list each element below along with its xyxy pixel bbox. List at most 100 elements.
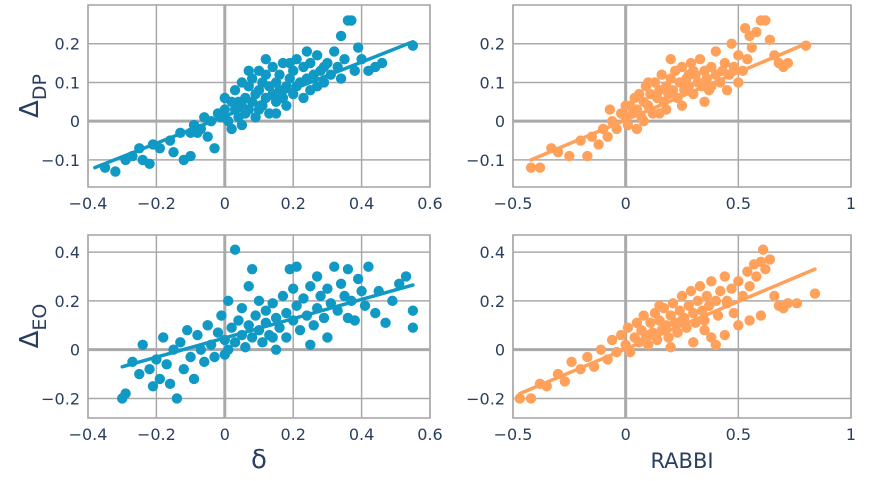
data-point: [685, 285, 697, 297]
x-tick-label: −0.5: [494, 425, 533, 444]
data-point: [181, 324, 193, 336]
panel-bottom-left: −0.4 −0.2 0 0.2 0.4 0.6 −0.2 0 0.2 0.4 ΔEO δ: [15, 234, 443, 475]
data-point: [342, 312, 354, 324]
data-point: [281, 332, 292, 343]
y-tick-label: 0.2: [480, 35, 505, 54]
y-tick-label: 0.2: [55, 35, 80, 54]
data-point: [676, 100, 688, 111]
data-point: [656, 69, 667, 80]
data-point: [243, 65, 254, 77]
data-point: [267, 332, 278, 343]
y-tick-label: 0.4: [55, 243, 80, 262]
data-point: [728, 307, 740, 319]
data-point: [643, 77, 654, 88]
data-point: [746, 42, 758, 53]
data-point: [274, 322, 285, 333]
data-point: [178, 364, 189, 375]
data-point: [400, 271, 412, 282]
data-point: [633, 88, 645, 100]
data-point: [229, 244, 241, 255]
data-point: [212, 327, 224, 338]
x-axis-label: RABBI: [650, 449, 713, 473]
data-point: [250, 112, 261, 123]
data-point: [284, 57, 295, 69]
data-point: [236, 303, 248, 314]
data-point: [192, 329, 203, 341]
data-point: [134, 368, 145, 380]
data-point: [564, 150, 575, 162]
data-point: [525, 393, 537, 404]
data-point: [699, 96, 710, 108]
data-point: [760, 263, 771, 275]
data-point: [216, 310, 227, 321]
x-tick-label: 0.2: [280, 425, 305, 444]
data-point: [335, 73, 347, 84]
data-point: [370, 307, 381, 319]
data-point: [322, 332, 333, 343]
x-tick-label: 0.5: [726, 194, 751, 213]
data-point: [769, 290, 780, 302]
data-point: [744, 315, 755, 326]
data-point: [298, 92, 309, 104]
data-point: [311, 50, 323, 61]
data-point: [243, 281, 254, 292]
data-point: [356, 285, 367, 297]
data-point: [257, 337, 268, 348]
data-point: [683, 69, 694, 80]
data-point: [281, 100, 292, 111]
data-point: [791, 298, 803, 309]
data-point: [582, 351, 593, 363]
data-point: [638, 115, 649, 127]
data-point: [615, 329, 627, 341]
y-tick-label: 0: [70, 112, 80, 131]
y-axis-label: ΔDP: [15, 74, 51, 118]
data-point: [665, 342, 676, 353]
data-point: [733, 77, 744, 88]
data-point: [742, 54, 753, 65]
data-point: [582, 150, 593, 162]
data-point: [631, 123, 643, 135]
data-point: [185, 351, 196, 363]
data-point: [185, 150, 196, 162]
data-point: [202, 320, 213, 331]
data-point: [219, 104, 230, 115]
data-point: [638, 310, 649, 321]
data-point: [209, 143, 220, 154]
x-tick-label: 0.6: [417, 425, 442, 444]
data-point: [305, 281, 316, 292]
data-point: [733, 50, 744, 61]
data-point: [665, 54, 676, 65]
data-point: [229, 84, 241, 96]
data-point: [301, 46, 313, 57]
data-point: [757, 244, 769, 255]
data-point: [298, 293, 309, 304]
data-point: [726, 38, 737, 49]
data-point: [359, 300, 371, 311]
data-point: [110, 166, 121, 177]
x-tick-label: 0.6: [417, 194, 442, 213]
data-point: [329, 46, 340, 57]
data-point: [335, 278, 347, 289]
y-tick-label: 0.2: [55, 292, 80, 311]
x-tick-label: 1: [846, 194, 856, 213]
data-point: [407, 322, 419, 333]
data-point: [233, 315, 244, 326]
data-point: [699, 324, 710, 336]
data-point: [342, 263, 354, 275]
y-tick-label: −0.1: [41, 151, 80, 170]
data-point: [308, 320, 319, 331]
data-point: [728, 61, 740, 73]
data-point: [602, 131, 613, 142]
x-tick-label: 0.4: [349, 425, 374, 444]
data-point: [253, 295, 265, 307]
data-point: [694, 54, 706, 65]
data-point: [223, 295, 234, 307]
data-point: [719, 329, 731, 341]
data-point: [566, 356, 577, 368]
data-point: [339, 54, 350, 65]
data-point: [701, 290, 712, 302]
data-point: [236, 119, 248, 131]
trend-line: [518, 267, 817, 396]
data-point: [346, 15, 357, 26]
data-point: [701, 73, 712, 84]
